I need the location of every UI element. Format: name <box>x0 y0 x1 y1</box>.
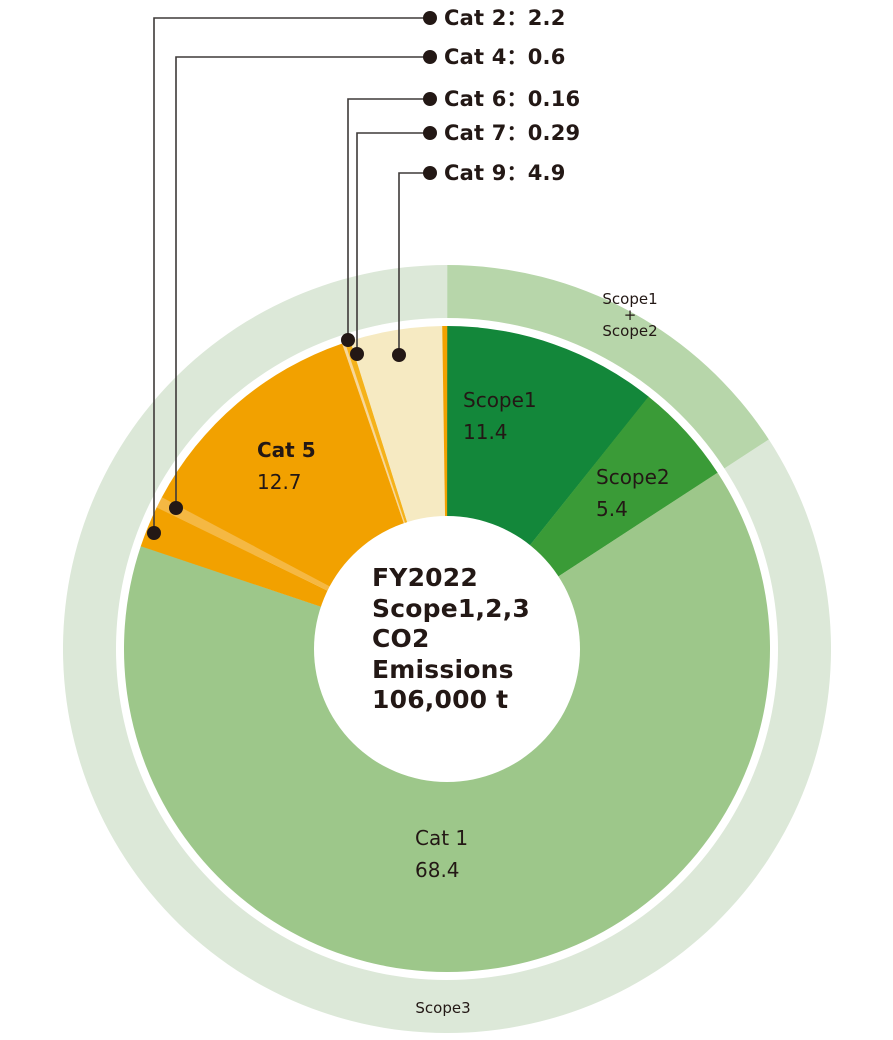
center-line-co2: CO2 <box>372 624 430 653</box>
center-line-year: FY2022 <box>372 563 478 592</box>
ring-label-scope1: Scope1 <box>602 290 658 308</box>
slice-label-scope2: Scope2 5.4 <box>596 461 670 525</box>
callout-label-cat4: Cat 4：0.6 <box>444 45 566 69</box>
slice-name-cat5: Cat 5 <box>257 438 316 462</box>
slice-value-scope1: 11.4 <box>463 420 508 444</box>
callout-label-cat9: Cat 9：4.9 <box>444 161 566 185</box>
leader-line-cat6 <box>347 98 430 340</box>
slice-value-cat1: 68.4 <box>415 858 460 882</box>
center-title: FY2022 Scope1,2,3 CO2 Emissions 106,000 … <box>372 563 530 716</box>
leader-dot-cat9 <box>392 348 406 362</box>
callout-leaders <box>147 11 437 540</box>
center-line-emissions: Emissions <box>372 654 514 684</box>
center-line-total: 106,000 t <box>372 685 509 714</box>
ring-label-scope1-2: Scope1 + Scope2 <box>590 290 670 340</box>
ring-label-plus: + <box>623 305 637 324</box>
leader-line-cat2 <box>153 17 430 533</box>
leader-dot-cat2-end <box>423 11 437 25</box>
slice-label-cat1: Cat 1 68.4 <box>415 822 468 886</box>
leader-dot-cat2 <box>147 526 161 540</box>
slice-name-cat1: Cat 1 <box>415 826 469 850</box>
leader-line-cat9 <box>398 172 430 355</box>
leader-dot-cat7-end <box>423 126 437 140</box>
ring-label-scope3: Scope3 <box>415 999 471 1017</box>
leader-dot-cat4-end <box>423 50 437 64</box>
callout-label-cat6: Cat 6：0.16 <box>444 87 581 111</box>
slice-label-scope1: Scope1 11.4 <box>463 384 537 448</box>
ring-label-scope2: Scope2 <box>602 321 658 340</box>
slice-name-scope1: Scope1 <box>463 388 537 412</box>
slice-value-scope2: 5.4 <box>596 497 628 521</box>
leader-line-cat7 <box>356 132 430 354</box>
outer-slice-scope1-scope2 <box>447 265 769 469</box>
leader-dot-cat9-end <box>423 166 437 180</box>
slice-name-scope2: Scope2 <box>596 465 670 489</box>
slice-label-cat5: Cat 5 12.7 <box>257 434 316 498</box>
center-line-scope: Scope1,2,3 <box>372 593 531 623</box>
leader-dot-cat4 <box>169 501 183 515</box>
leader-dot-cat6 <box>341 333 355 347</box>
donut-hole <box>314 516 580 782</box>
slice-value-cat5: 12.7 <box>257 470 302 494</box>
outer-ring <box>63 264 832 1033</box>
callout-label-cat7: Cat 7：0.29 <box>444 121 581 145</box>
leader-dot-cat6-end <box>423 92 437 106</box>
leader-line-cat4 <box>175 56 430 508</box>
callout-label-cat2: Cat 2：2.2 <box>444 6 566 30</box>
leader-dot-cat7 <box>350 347 364 361</box>
